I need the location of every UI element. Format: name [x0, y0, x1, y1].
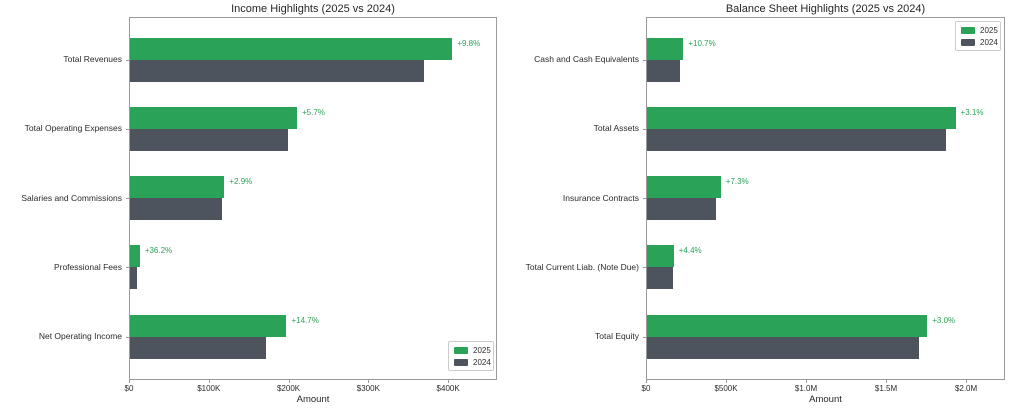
pct-label: +3.1% [960, 107, 984, 117]
y-tick-mark [126, 336, 129, 338]
x-tick-mark [288, 380, 290, 383]
chart-title: Balance Sheet Highlights (2025 vs 2024) [725, 3, 926, 15]
bar-2024-total-equity [647, 336, 920, 359]
x-tick-label: $400K [436, 384, 460, 393]
legend-swatch-2025 [454, 346, 468, 354]
pct-label: +7.3% [725, 177, 749, 186]
category-label: Total Equity [595, 331, 639, 341]
category-label: Total Revenues [63, 54, 122, 64]
category-label: Net Operating Income [38, 331, 122, 341]
y-tick-mark [643, 267, 646, 269]
bar-2024-professional-fees [130, 267, 138, 290]
bar-2024-total-operating-expenses [130, 128, 288, 151]
bar-2024-insurance-contracts [647, 198, 716, 220]
pct-label: +2.9% [229, 177, 253, 186]
legend: 2025 2024 [448, 341, 494, 371]
legend-label: 2025 [980, 25, 998, 35]
bar-2025-salaries-and-commissions [130, 176, 225, 198]
bar-2025-cash-and-cash-equivalents [647, 37, 684, 60]
bar-2024-salaries-and-commissions [130, 198, 222, 220]
legend: 2025 2024 [955, 21, 1001, 51]
legend-row: 2024 [454, 357, 491, 367]
x-tick-label: $1.5M [874, 384, 898, 393]
x-tick-label: $500K [714, 384, 738, 393]
bar-2025-total-equity [647, 314, 928, 337]
pct-label: +3.0% [932, 315, 956, 325]
x-tick-mark [966, 380, 968, 383]
bar-2024-total-current-liab-note-due [647, 267, 673, 290]
y-tick-mark [643, 128, 646, 130]
x-tick-mark [129, 380, 130, 383]
category-label: Cash and Cash Equivalents [534, 54, 639, 64]
y-tick-mark [126, 59, 129, 61]
x-tick-mark [646, 380, 647, 383]
pct-label: +36.2% [144, 246, 173, 256]
x-tick-mark [886, 380, 888, 383]
legend-label: 2024 [473, 357, 491, 367]
bar-2025-total-current-liab-note-due [647, 245, 674, 268]
x-tick-label: $300K [356, 384, 380, 393]
legend-swatch-2024 [454, 358, 468, 366]
bar-2024-net-operating-income [130, 336, 267, 359]
category-label: Salaries and Commissions [21, 192, 122, 203]
pct-label: +10.7% [688, 38, 716, 48]
y-tick-mark [126, 198, 129, 199]
x-tick-mark [448, 380, 450, 383]
category-label: Total Current Liab. (Note Due) [525, 261, 639, 272]
x-tick-label: $1.0M [794, 384, 818, 393]
x-tick-mark [806, 380, 808, 383]
y-tick-mark [126, 267, 129, 269]
bar-2024-cash-and-cash-equivalents [647, 59, 680, 82]
pct-label: +5.7% [301, 107, 325, 117]
bar-2025-insurance-contracts [647, 176, 721, 198]
category-label: Insurance Contracts [562, 192, 639, 203]
legend-label: 2025 [473, 345, 491, 355]
pct-label: +4.4% [678, 246, 702, 256]
bar-2024-total-revenues [130, 59, 424, 82]
pct-label: +9.8% [457, 38, 481, 48]
legend-row: 2025 [454, 345, 491, 355]
bar-2025-total-assets [647, 106, 956, 129]
chart-title: Income Highlights (2025 vs 2024) [231, 3, 395, 15]
y-tick-mark [643, 336, 646, 338]
x-axis-label: Amount [809, 394, 842, 405]
x-tick-label: $0 [124, 384, 134, 393]
x-tick-label: $2.0M [954, 384, 978, 393]
bar-2025-net-operating-income [130, 314, 287, 337]
y-tick-mark [643, 198, 646, 199]
x-tick-mark [368, 380, 370, 383]
legend-row: 2025 [961, 25, 998, 35]
y-tick-mark [126, 128, 129, 130]
x-tick-label: $200K [276, 384, 301, 393]
bar-2025-professional-fees [130, 245, 140, 268]
bar-2025-total-operating-expenses [130, 106, 297, 129]
y-tick-mark [643, 59, 646, 61]
x-axis-label: Amount [296, 394, 330, 405]
category-label: Professional Fees [53, 261, 122, 272]
legend-swatch-2024 [961, 38, 975, 46]
category-label: Total Operating Expenses [24, 123, 122, 134]
bar-2025-total-revenues [130, 37, 453, 60]
bar-2024-total-assets [647, 128, 947, 151]
x-tick-mark [208, 380, 210, 383]
legend-label: 2024 [980, 37, 998, 47]
legend-row: 2024 [961, 37, 998, 47]
category-label: Total Assets [593, 123, 639, 134]
x-tick-mark [726, 380, 728, 383]
legend-swatch-2025 [961, 26, 975, 34]
pct-label: +14.7% [291, 315, 319, 325]
x-tick-label: $0 [641, 384, 651, 393]
x-tick-label: $100K [197, 384, 221, 393]
